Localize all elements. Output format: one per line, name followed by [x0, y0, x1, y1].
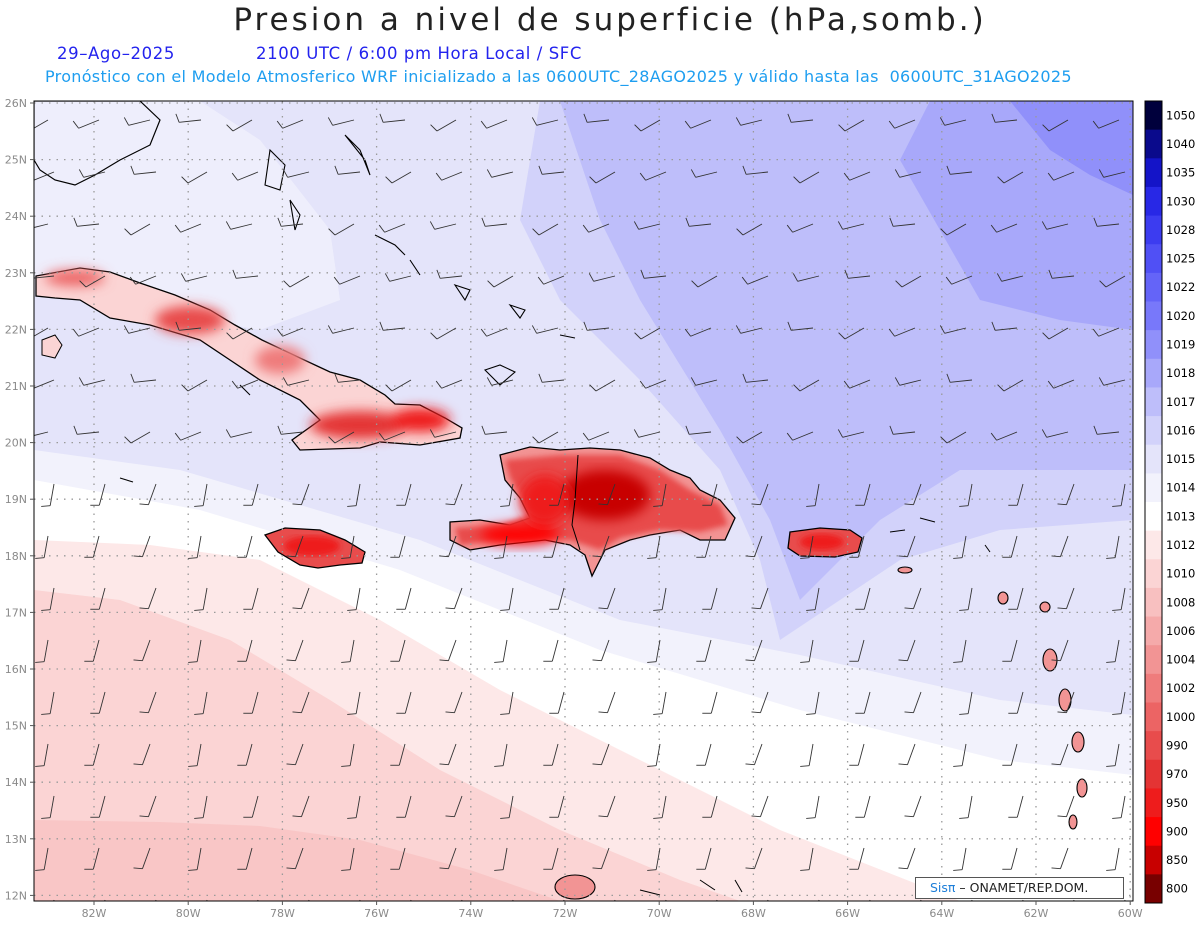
lon-tick-label: 70W	[647, 907, 672, 920]
colorbar-label: 850	[1166, 853, 1188, 867]
time-label: 2100 UTC / 6:00 pm Hora Local / SFC	[256, 44, 583, 63]
lon-tick-label: 72W	[553, 907, 578, 920]
colorbar-label: 1002	[1166, 681, 1195, 695]
colorbar-swatch	[1145, 387, 1162, 417]
colorbar-label: 1017	[1166, 395, 1195, 409]
colorbar-label: 1015	[1166, 452, 1195, 466]
date-label: 29–Ago–2025	[57, 44, 175, 63]
colorbar-label: 1008	[1166, 595, 1195, 609]
longitude-axis: 82W 80W 78W 76W 74W 72W 70W 68W 66W 64W 62W 60W	[82, 901, 1143, 920]
colorbar-swatch	[1145, 616, 1162, 646]
colorbar-swatch	[1145, 244, 1162, 274]
colorbar-swatch	[1145, 645, 1162, 675]
colorbar-swatch	[1145, 301, 1162, 331]
lat-tick-label: 25N	[5, 154, 27, 167]
lon-tick-label: 78W	[270, 907, 295, 920]
colorbar-label: 1030	[1166, 194, 1195, 208]
lat-tick-label: 17N	[5, 606, 27, 619]
colorbar-swatch	[1145, 186, 1162, 217]
colorbar-swatch	[1145, 587, 1162, 618]
lat-tick-label: 18N	[5, 550, 27, 563]
colorbar-swatch	[1145, 330, 1162, 360]
forecast-label: Pronóstico con el Modelo Atmosferico WRF…	[45, 67, 1072, 86]
lon-tick-label: 64W	[929, 907, 954, 920]
colorbar-label: 1016	[1166, 423, 1195, 437]
colorbar-label: 970	[1166, 767, 1188, 781]
colorbar-label: 1022	[1166, 280, 1195, 294]
colorbar-label: 1018	[1166, 366, 1195, 380]
colorbar-label: 950	[1166, 796, 1188, 810]
colorbar-label: 1035	[1166, 166, 1195, 180]
colorbar-swatch	[1145, 731, 1162, 761]
lon-tick-label: 62W	[1024, 907, 1049, 920]
lon-tick-label: 74W	[458, 907, 483, 920]
colorbar-swatch	[1145, 129, 1162, 159]
lat-tick-label: 20N	[5, 437, 27, 450]
lon-tick-label: 66W	[835, 907, 860, 920]
pressure-field	[34, 101, 1133, 901]
colorbar-label: 800	[1166, 882, 1188, 896]
credit-box: Sisπ – ONAMET/REP.DOM.	[915, 877, 1124, 899]
colorbar-swatch	[1145, 788, 1162, 818]
lat-tick-label: 19N	[5, 493, 27, 506]
colorbar-swatch	[1145, 502, 1162, 532]
colorbar-label: 1025	[1166, 252, 1195, 266]
lat-tick-label: 21N	[5, 380, 27, 393]
lon-tick-label: 60W	[1118, 907, 1143, 920]
lat-tick-label: 22N	[5, 323, 27, 336]
colorbar-label: 990	[1166, 738, 1188, 752]
colorbar-label: 1010	[1166, 567, 1195, 581]
colorbar-label: 1028	[1166, 223, 1195, 237]
lon-tick-label: 80W	[176, 907, 201, 920]
lon-tick-label: 68W	[741, 907, 766, 920]
colorbar-swatch	[1145, 817, 1162, 847]
colorbar-swatch	[1145, 530, 1162, 560]
credit-org: – ONAMET/REP.DOM.	[955, 880, 1089, 895]
sispi-logo: Sisπ	[930, 880, 956, 895]
colorbar-swatch	[1145, 444, 1162, 474]
lat-tick-label: 14N	[5, 776, 27, 789]
colorbar-swatch	[1145, 101, 1162, 131]
lat-tick-label: 13N	[5, 833, 27, 846]
colorbar-label: 900	[1166, 824, 1188, 838]
colorbar-label: 1019	[1166, 337, 1195, 351]
lat-tick-label: 24N	[5, 210, 27, 223]
lat-tick-label: 15N	[5, 720, 27, 733]
colorbar-label: 1012	[1166, 538, 1195, 552]
colorbar-swatch	[1145, 215, 1162, 245]
colorbar-swatch	[1145, 272, 1162, 302]
colorbar-swatch	[1145, 673, 1162, 703]
colorbar-swatch	[1145, 559, 1162, 589]
colorbar-swatch	[1145, 702, 1162, 732]
colorbar-label: 1004	[1166, 653, 1195, 667]
lat-tick-label: 26N	[5, 97, 27, 110]
lon-tick-label: 76W	[364, 907, 389, 920]
lat-tick-label: 23N	[5, 267, 27, 280]
colorbar-label: 1000	[1166, 710, 1195, 724]
colorbar-swatch	[1145, 845, 1162, 875]
map-title: Presion a nivel de superficie (hPa,somb.…	[233, 2, 987, 38]
colorbar-label: 1020	[1166, 309, 1195, 323]
lon-tick-label: 82W	[82, 907, 107, 920]
colorbar-swatch	[1145, 759, 1162, 789]
colorbar-swatch	[1145, 158, 1162, 188]
colorbar-label: 1013	[1166, 509, 1195, 523]
colorbar-label: 1006	[1166, 624, 1195, 638]
wind-barb-icon	[34, 113, 1126, 901]
colorbar-label: 1014	[1166, 481, 1195, 495]
latitude-axis: 26N 25N 24N 23N 22N 21N 20N 19N 18N 17N 16N 15N 14N 1…	[5, 97, 34, 902]
colorbar-label: 1040	[1166, 137, 1195, 151]
colorbar-swatch	[1145, 874, 1162, 904]
colorbar-swatch	[1145, 473, 1162, 503]
lat-tick-label: 16N	[5, 663, 27, 676]
pressure-colorbar: 1050 1040 1035 1030 1028 1025 1022 1020 1019 1018…	[1144, 100, 1195, 904]
colorbar-swatch	[1145, 416, 1162, 446]
colorbar-label: 1050	[1166, 108, 1195, 122]
colorbar-swatch	[1145, 358, 1162, 388]
lat-tick-label: 12N	[5, 889, 27, 902]
